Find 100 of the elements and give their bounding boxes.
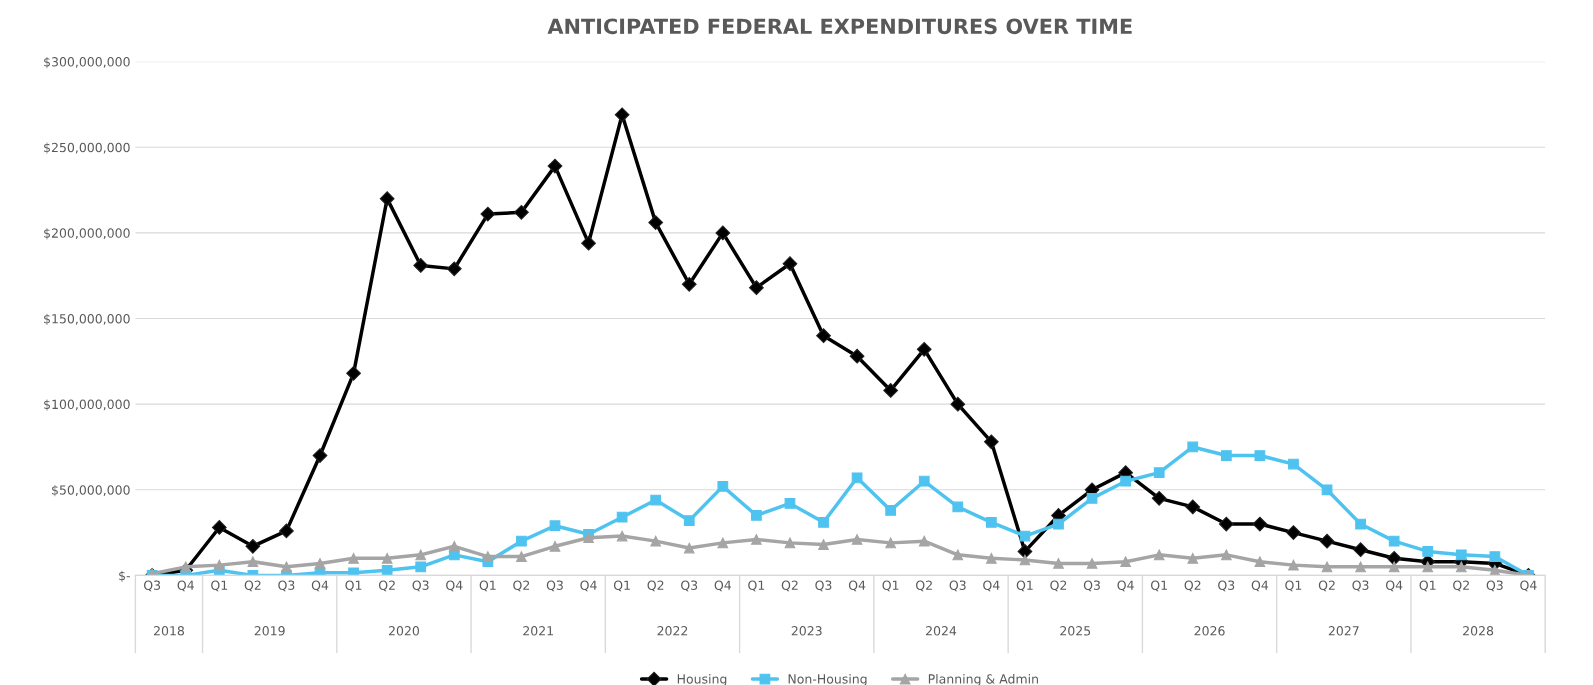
point (211, 520, 227, 535)
x-tick-label: Q3 (278, 580, 295, 592)
point (1086, 492, 1098, 504)
point (1355, 518, 1366, 530)
x-tick-label: Q3 (681, 580, 698, 592)
point (1185, 499, 1201, 515)
chart-title: ANTICIPATED FEDERAL EXPENDITURES OVER TIME (547, 18, 1132, 35)
point (1252, 516, 1268, 532)
point (247, 556, 259, 568)
text: 2026 (1194, 626, 1225, 636)
point (683, 515, 695, 526)
point (1153, 549, 1165, 561)
point (213, 559, 225, 571)
point (312, 448, 328, 463)
y-tick-label: $150,000,000 (44, 313, 130, 326)
x-tick-label: Q3 (1486, 580, 1503, 592)
point (314, 558, 326, 569)
y-tick-label: $200,000,000 (44, 228, 130, 240)
x-tick-label: Q4 (1520, 580, 1537, 592)
point (1319, 533, 1335, 549)
x-tick-label: Q4 (1385, 580, 1403, 592)
point (1386, 550, 1402, 566)
point (281, 561, 292, 573)
point (279, 523, 294, 539)
point (985, 516, 997, 528)
point (381, 552, 393, 564)
point (883, 383, 899, 398)
point (348, 567, 359, 576)
point (413, 258, 429, 273)
point (480, 206, 496, 222)
point (581, 235, 596, 251)
point (1086, 558, 1098, 569)
x-tick-label: Q1 (1016, 580, 1033, 592)
point (950, 396, 966, 412)
point (648, 215, 664, 231)
point (1220, 549, 1232, 561)
point (1254, 556, 1266, 568)
x-tick-label: Q2 (1453, 580, 1469, 592)
point (379, 191, 395, 207)
x-tick-label: Q1 (882, 580, 899, 592)
x-tick-label: Q3 (1083, 580, 1100, 592)
x-tick-label: Q3 (949, 580, 966, 592)
x-tick-label: Q4 (580, 580, 597, 592)
point (1017, 544, 1033, 559)
text: 2022 (657, 626, 688, 636)
point (516, 551, 527, 562)
x-tick-label: Q2 (916, 580, 932, 592)
text: 2018 (153, 626, 185, 636)
x-tick-label: Q1 (1151, 580, 1167, 592)
y-tick-label: $300,000,000 (44, 56, 130, 69)
point (1053, 518, 1064, 530)
point (616, 511, 628, 523)
x-tick-label: Q3 (1218, 580, 1235, 592)
point (1321, 561, 1333, 573)
point (549, 540, 561, 552)
point (1120, 475, 1132, 487)
point (751, 510, 762, 521)
y-tick-label: $- (119, 570, 130, 582)
x-tick-label: Q1 (1285, 580, 1302, 592)
point (816, 328, 831, 344)
point (1489, 551, 1501, 562)
x-tick-label: Q3 (143, 580, 161, 592)
point (1120, 556, 1132, 568)
text: 2019 (254, 626, 285, 636)
point (681, 276, 697, 292)
point (918, 475, 930, 487)
point (818, 539, 829, 550)
point (516, 535, 527, 547)
text: 2023 (791, 626, 822, 636)
text: 2021 (523, 626, 553, 636)
x-tick-label: Q1 (211, 580, 228, 592)
point (1187, 552, 1199, 564)
x-tick-label: Q2 (647, 580, 664, 592)
x-tick-label: Q1 (613, 580, 630, 592)
point (849, 348, 865, 364)
point (346, 365, 361, 381)
point (818, 516, 829, 528)
point (1353, 542, 1368, 558)
x-tick-label: Q4 (446, 580, 463, 592)
point (446, 261, 462, 277)
point (415, 561, 427, 573)
x-tick-label: Q2 (781, 580, 798, 592)
point (717, 480, 729, 492)
point (715, 225, 731, 241)
x-tick-label: Q4 (714, 580, 732, 592)
x-tick-label: Q2 (244, 580, 261, 592)
x-tick-label: Q1 (1419, 580, 1436, 592)
point (952, 501, 964, 513)
point (1220, 450, 1232, 461)
point (614, 107, 630, 123)
point (1187, 441, 1199, 453)
point (1019, 554, 1031, 566)
text: 2024 (926, 626, 957, 636)
x-tick-label: Q2 (1184, 580, 1201, 592)
point (650, 535, 662, 547)
point (616, 530, 628, 542)
point (885, 537, 897, 549)
point (547, 158, 563, 174)
point (717, 537, 729, 549)
point (1053, 558, 1064, 569)
